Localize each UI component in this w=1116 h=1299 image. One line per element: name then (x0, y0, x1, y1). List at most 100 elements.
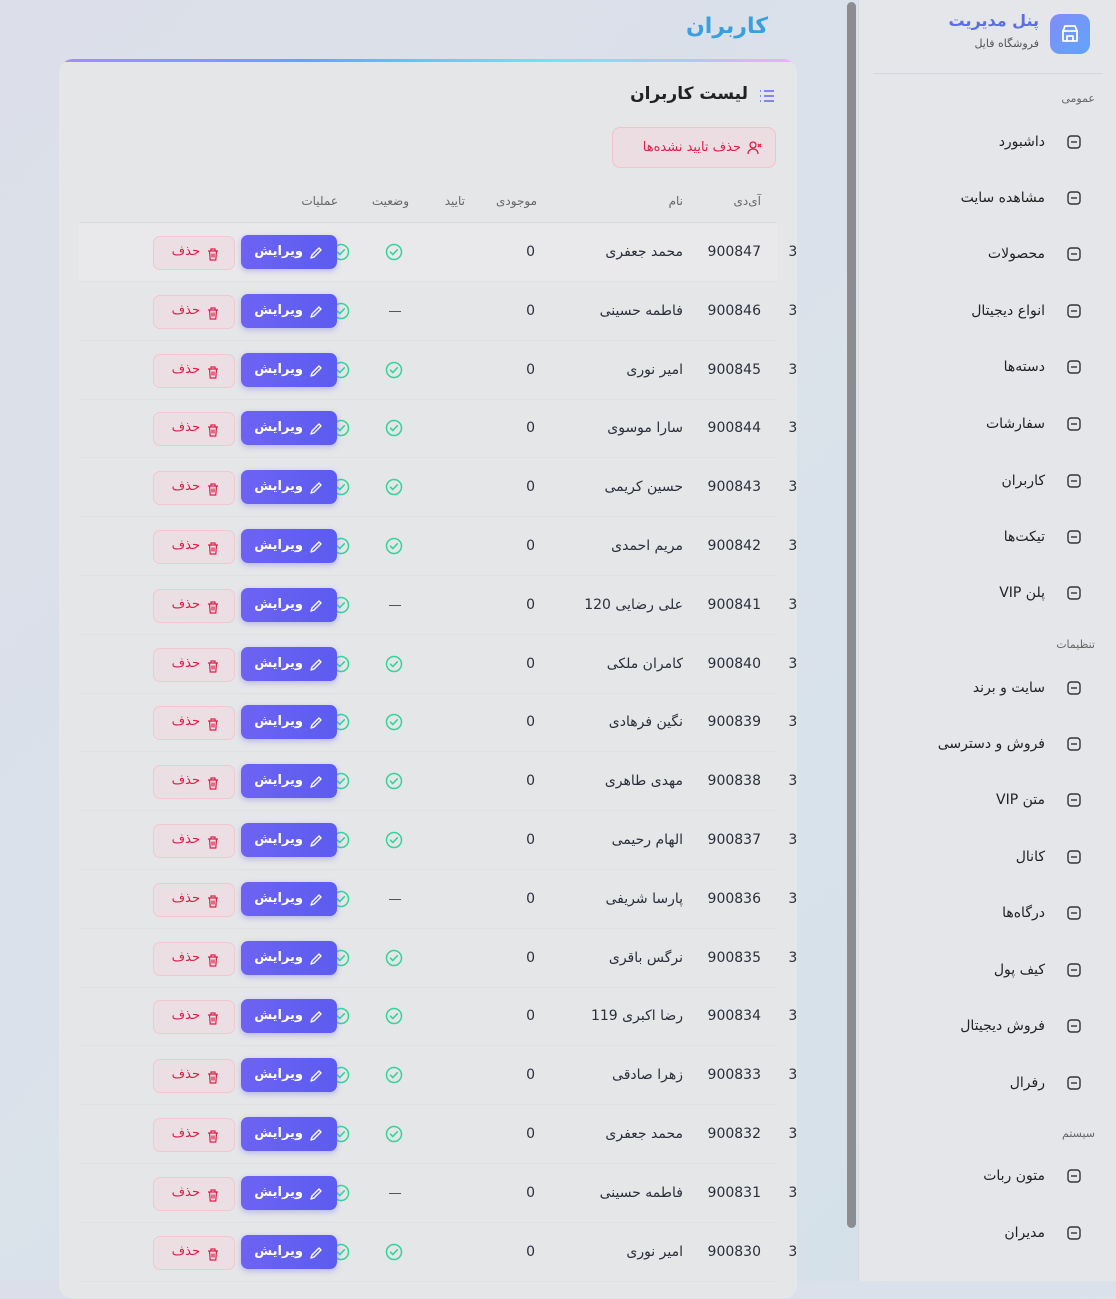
sidebar-item[interactable]: مشاهده سایت (869, 176, 1105, 220)
table-header: وضعیت (371, 194, 409, 208)
sidebar-item-icon (1065, 528, 1083, 550)
edit-button[interactable]: ویرایش (241, 1058, 337, 1093)
sidebar-item-label: تیکت‌ها (1003, 529, 1045, 545)
approved-icon (385, 713, 403, 735)
sidebar-item-icon (1065, 679, 1083, 701)
sidebar-item-label: متن VIP (996, 792, 1045, 808)
sidebar-item-icon-svg (1067, 1019, 1081, 1033)
cell-user-id: 900830 (707, 1243, 761, 1260)
sidebar-item-label: انواع دیجیتال (971, 303, 1045, 319)
sidebar-item[interactable]: پلن VIP (869, 571, 1105, 615)
edit-button[interactable]: ویرایش (241, 1234, 337, 1269)
edit-icon-svg (310, 1246, 322, 1259)
edit-button[interactable]: ویرایش (241, 293, 337, 328)
sidebar-item[interactable]: فروش دیجیتال (869, 1004, 1105, 1048)
approved-icon (385, 831, 403, 853)
sidebar-item[interactable]: محصولات (869, 232, 1105, 276)
delete-button[interactable]: حذف (153, 588, 235, 623)
delete-label: حذف (171, 1067, 200, 1083)
sidebar-item[interactable]: انواع دیجیتال (869, 289, 1105, 333)
edit-button[interactable]: ویرایش (241, 999, 337, 1034)
delete-icon (207, 952, 219, 971)
sidebar-item-icon-svg (1067, 360, 1081, 374)
edit-button[interactable]: ویرایش (241, 764, 337, 799)
sidebar-item[interactable]: متن VIP (869, 778, 1105, 822)
sidebar-item-label: سفارشات (985, 416, 1045, 432)
sidebar-item[interactable]: کاربران (869, 459, 1105, 503)
delete-button[interactable]: حذف (153, 294, 235, 329)
delete-button[interactable]: حذف (153, 824, 235, 858)
sidebar-item[interactable]: متون ربات (869, 1154, 1105, 1198)
delete-button[interactable]: حذف (153, 1118, 235, 1152)
edit-button[interactable]: ویرایش (241, 881, 337, 916)
edit-icon (309, 421, 323, 440)
delete-icon (207, 305, 219, 324)
edit-button[interactable]: ویرایش (241, 529, 337, 563)
edit-button[interactable]: ویرایش (241, 1175, 337, 1210)
delete-button[interactable]: حذف (153, 1059, 235, 1094)
delete-button[interactable]: حذف (153, 236, 235, 270)
table-row: 3384 900841 علی رضایی 120 0 ویرایش حذف (79, 576, 797, 635)
delete-button[interactable]: حذف (153, 882, 235, 917)
edit-button[interactable]: ویرایش (241, 1117, 337, 1151)
edit-icon-svg (310, 894, 322, 906)
delete-button[interactable]: حذف (153, 941, 235, 976)
cell-id: 3379 (788, 890, 797, 907)
edit-button[interactable]: ویرایش (241, 646, 337, 681)
edit-button[interactable]: ویرایش (241, 352, 337, 387)
sidebar-item[interactable]: دسته‌ها (869, 345, 1105, 389)
edit-button[interactable]: ویرایش (241, 411, 337, 446)
delete-button[interactable]: حذف (153, 471, 235, 506)
sidebar-item[interactable]: فروش و دسترسی (869, 722, 1105, 766)
table-row: 3390 900847 محمد جعفری 0 ویرایش حذف (79, 223, 797, 282)
edit-button[interactable]: ویرایش (241, 235, 337, 269)
sidebar-item[interactable]: سفارشات (869, 402, 1105, 446)
sidebar-item-label: کانال (1015, 849, 1045, 865)
sidebar-item[interactable]: تیکت‌ها (869, 515, 1105, 559)
edit-button[interactable]: ویرایش (241, 470, 337, 505)
edit-button[interactable]: ویرایش (241, 587, 337, 622)
delete-button[interactable]: حذف (153, 706, 235, 741)
sidebar-item[interactable]: کانال (869, 835, 1105, 879)
sidebar-item-label: دسته‌ها (1003, 359, 1045, 375)
table-row: 3381 900838 مهدی طاهری 0 ویرایش حذف (79, 752, 797, 812)
delete-icon-svg (208, 1071, 218, 1084)
edit-icon-svg (310, 658, 322, 671)
delete-button[interactable]: حذف (153, 1235, 235, 1270)
approved-icon (385, 478, 403, 500)
sidebar-item-icon (1065, 358, 1083, 380)
delete-icon-svg (208, 307, 218, 320)
sidebar-item[interactable]: کیف پول (869, 948, 1105, 992)
sidebar-item[interactable]: داشبورد (869, 120, 1105, 164)
approved-icon (385, 1007, 403, 1029)
edit-icon (309, 715, 323, 734)
scrollbar[interactable] (847, 2, 856, 1228)
edit-button[interactable]: ویرایش (241, 705, 337, 740)
delete-button[interactable]: حذف (153, 1176, 235, 1211)
edit-button[interactable]: ویرایش (241, 823, 337, 857)
delete-button[interactable]: حذف (153, 412, 235, 447)
edit-button[interactable]: ویرایش (241, 940, 337, 975)
delete-button[interactable]: حذف (153, 765, 235, 800)
sidebar-item[interactable]: سایت و برند (869, 666, 1105, 710)
sidebar-item[interactable]: رفرال (869, 1061, 1105, 1105)
sidebar-item-icon-svg (1067, 1226, 1081, 1240)
delete-button[interactable]: حذف (153, 353, 235, 388)
delete-button[interactable]: حذف (153, 530, 235, 564)
sidebar-item[interactable]: مدیران (869, 1211, 1105, 1255)
approved-icon-svg (385, 1125, 403, 1143)
delete-button[interactable]: حذف (153, 647, 235, 682)
cell-id: 3389 (788, 302, 797, 319)
cell-user-id: 900835 (707, 949, 761, 966)
sidebar-item-label: محصولات (987, 246, 1045, 262)
bulk-delete-button[interactable]: حذف تایید نشده‌ها (612, 127, 776, 168)
sidebar-item[interactable]: درگاه‌ها (869, 891, 1105, 935)
cell-name: محمد جعفری (605, 1126, 683, 1142)
user-x-icon (747, 141, 762, 155)
table-header: آی‌دی (733, 194, 761, 208)
cell-balance: 0 (526, 1067, 535, 1084)
delete-button[interactable]: حذف (153, 1000, 235, 1035)
cell-name: فاطمه حسینی (599, 302, 683, 319)
delete-icon (207, 599, 219, 618)
